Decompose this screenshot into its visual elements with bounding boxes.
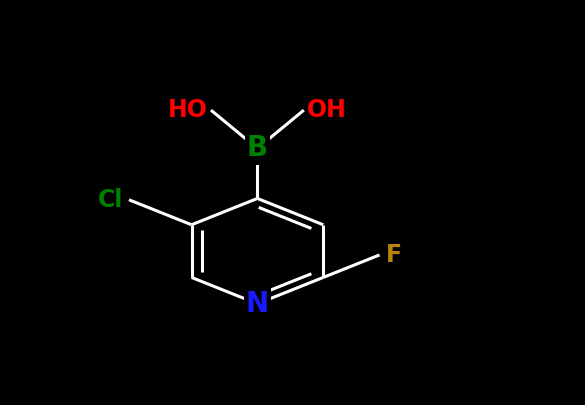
Text: OH: OH <box>307 98 347 122</box>
Text: B: B <box>247 134 268 162</box>
Text: F: F <box>386 243 401 267</box>
Text: HO: HO <box>168 98 208 122</box>
Text: Cl: Cl <box>98 188 123 212</box>
Text: N: N <box>246 290 269 318</box>
